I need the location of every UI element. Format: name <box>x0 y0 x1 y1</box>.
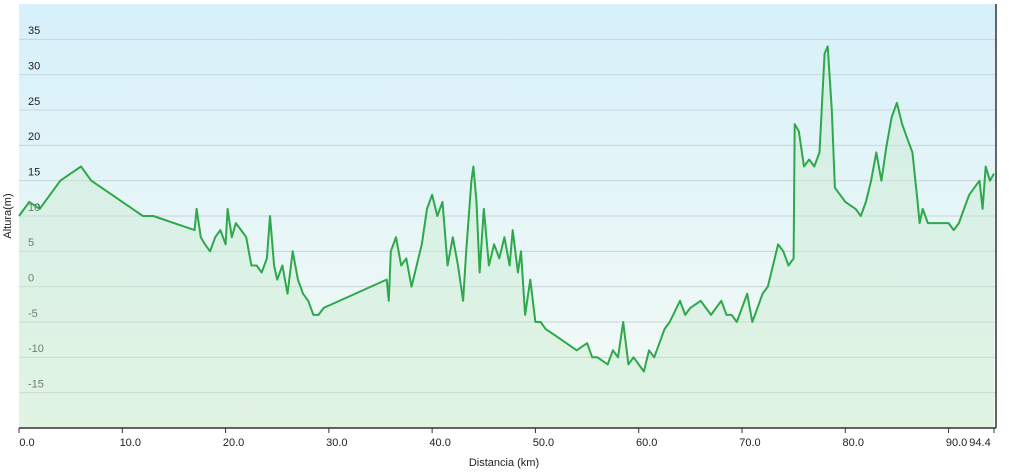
area-fill <box>19 46 994 429</box>
y-axis-label: Altura(m) <box>2 193 14 238</box>
elevation-line <box>18 45 995 373</box>
y-tick-label: 35 <box>28 25 40 37</box>
x-tick-label: 0.0 <box>19 437 34 449</box>
y-tick-label: 20 <box>28 131 40 143</box>
x-tick-label: 40.0 <box>429 437 450 449</box>
x-tick-label: 10.0 <box>120 437 141 449</box>
x-tick-label: 94.4 <box>969 437 990 449</box>
y-tick-label: 25 <box>28 96 40 108</box>
y-tick-label: -5 <box>28 308 38 320</box>
y-tick-label: -10 <box>28 343 44 355</box>
y-tick-label: 5 <box>28 237 34 249</box>
x-tick-label: 60.0 <box>636 437 657 449</box>
x-tick-label: 50.0 <box>533 437 554 449</box>
y-tick-label: 10 <box>28 202 40 214</box>
x-tick-label: 70.0 <box>739 437 760 449</box>
x-axis-label: Distancia (km) <box>469 457 539 469</box>
y-tick-label: 15 <box>28 167 40 179</box>
x-tick-label: 80.0 <box>843 437 864 449</box>
y-tick-label: -15 <box>28 379 44 391</box>
y-tick-label: 0 <box>28 273 34 285</box>
x-tick-label: 30.0 <box>326 437 347 449</box>
x-tick-label: 20.0 <box>223 437 244 449</box>
x-tick-label: 90.0 <box>946 437 967 449</box>
y-tick-label: 30 <box>28 61 40 73</box>
